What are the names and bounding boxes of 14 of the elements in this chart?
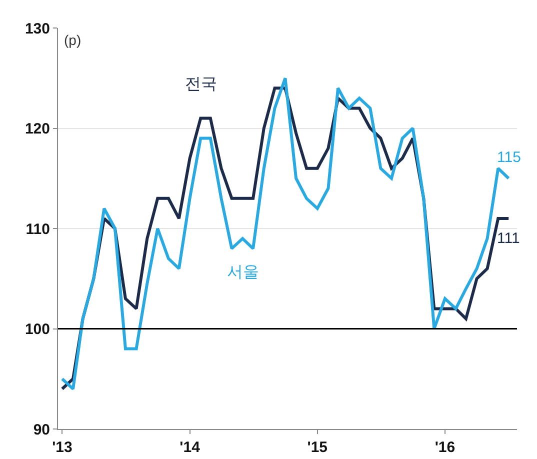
data-label: 115 xyxy=(497,149,521,166)
y-tick-label: 90 xyxy=(33,421,50,438)
y-tick-label: 100 xyxy=(24,321,50,338)
x-tick-label: '16 xyxy=(434,439,456,456)
y-tick-label: 120 xyxy=(24,120,50,138)
series-label: 서울 xyxy=(227,264,259,281)
x-tick-label: '13 xyxy=(52,439,72,456)
x-tick-label: '15 xyxy=(307,439,328,456)
y-axis-title: (p) xyxy=(64,32,82,48)
y-tick-label: 110 xyxy=(26,220,50,238)
series-label: 전국 xyxy=(185,76,217,93)
data-label: 111 xyxy=(497,230,520,247)
x-tick-label: '14 xyxy=(180,439,201,456)
y-tick-label: 130 xyxy=(24,20,50,38)
